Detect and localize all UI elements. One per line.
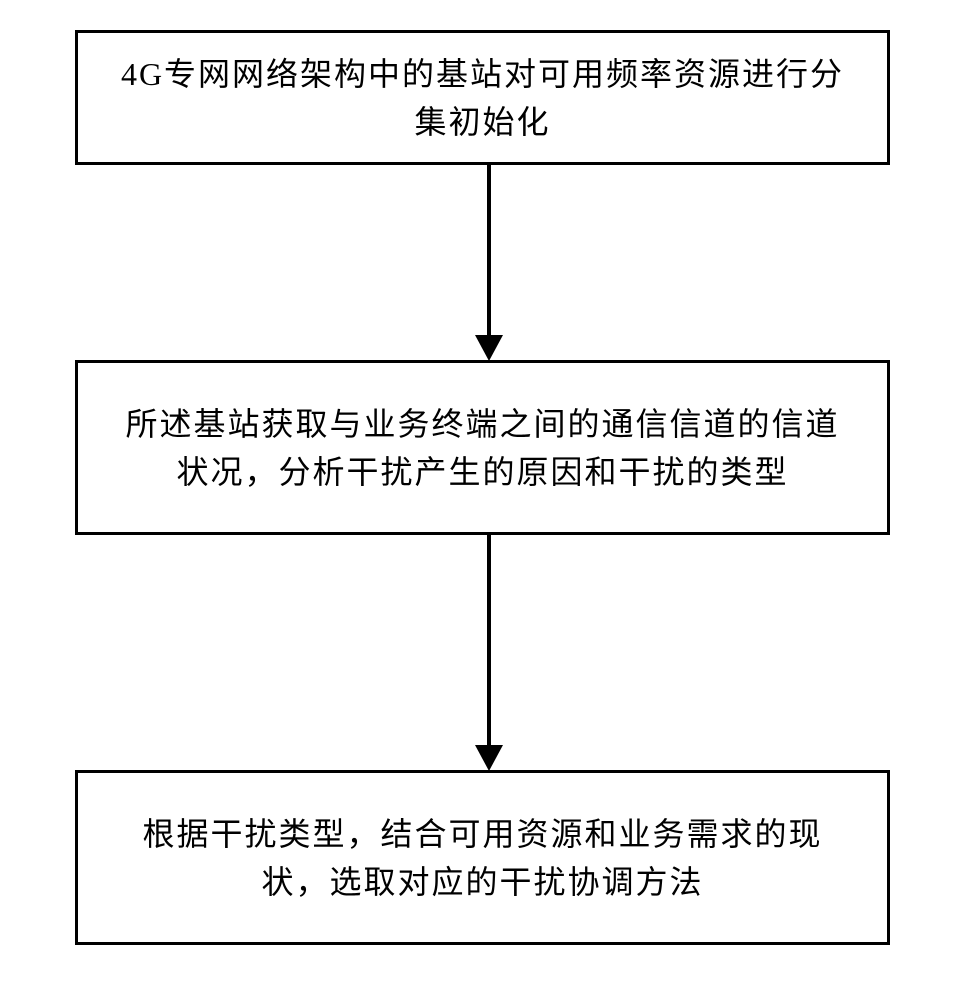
arrow-1-line (487, 165, 491, 335)
step-3-text: 根据干扰类型，结合可用资源和业务需求的现状，选取对应的干扰协调方法 (118, 810, 847, 906)
flowchart-container: 4G专网网络架构中的基站对可用频率资源进行分集初始化 所述基站获取与业务终端之间… (0, 0, 977, 1000)
arrow-2-line (487, 535, 491, 745)
arrow-1-head (475, 335, 503, 361)
flowchart-step-3: 根据干扰类型，结合可用资源和业务需求的现状，选取对应的干扰协调方法 (75, 770, 890, 945)
flowchart-step-2: 所述基站获取与业务终端之间的通信信道的信道状况，分析干扰产生的原因和干扰的类型 (75, 360, 890, 535)
step-1-text: 4G专网网络架构中的基站对可用频率资源进行分集初始化 (118, 50, 847, 146)
arrow-2 (475, 535, 503, 771)
arrow-1 (475, 165, 503, 361)
step-2-text: 所述基站获取与业务终端之间的通信信道的信道状况，分析干扰产生的原因和干扰的类型 (118, 400, 847, 496)
arrow-2-head (475, 745, 503, 771)
flowchart-step-1: 4G专网网络架构中的基站对可用频率资源进行分集初始化 (75, 30, 890, 165)
